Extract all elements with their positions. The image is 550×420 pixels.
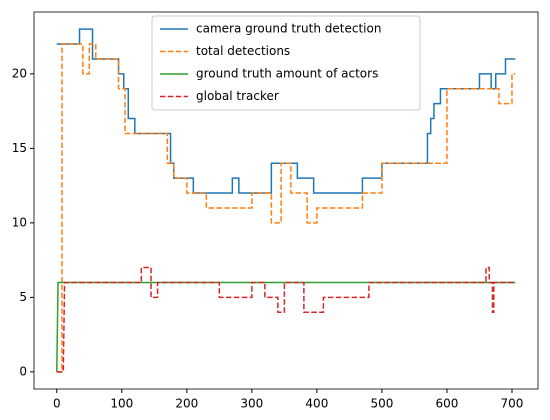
legend-label: camera ground truth detection [196,22,381,36]
legend-label: global tracker [196,89,279,103]
y-tick-label: 0 [19,364,27,378]
x-tick-label: 0 [53,397,61,411]
legend-box [151,15,421,111]
x-tick-label: 600 [436,397,459,411]
series-line [56,266,516,373]
y-tick-label: 10 [12,215,27,229]
series-line [56,281,516,372]
y-tick-label: 20 [12,66,27,80]
plot-frame [33,11,539,390]
x-tick-label: 300 [240,397,263,411]
x-tick-label: 700 [501,397,524,411]
x-tick-label: 500 [370,397,393,411]
legend-label: ground truth amount of actors [196,67,378,81]
x-tick-label: 400 [305,397,328,411]
series-line [56,43,516,373]
x-tick-label: 100 [110,397,133,411]
y-tick-label: 15 [12,141,27,155]
x-tick-label: 200 [175,397,198,411]
y-tick-label: 5 [19,290,27,304]
legend-label: total detections [196,44,290,58]
